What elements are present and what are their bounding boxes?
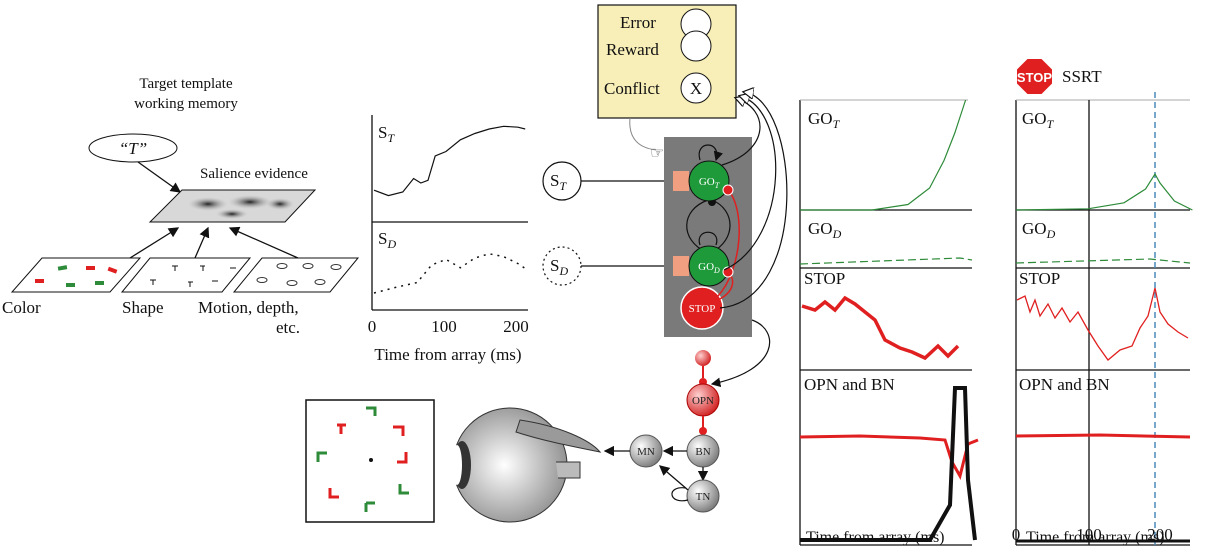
color-map [10, 257, 142, 293]
input-xtick-100: 100 [431, 317, 457, 336]
motion-arrow [228, 226, 299, 259]
map-label-color: Color [2, 298, 41, 317]
performance-monitor: Error Reward Conflict X [597, 4, 737, 119]
opn-bn-terminal [699, 427, 707, 435]
motion-map [232, 257, 360, 293]
stop-go-t-terminal [722, 184, 734, 196]
mn-label: MN [637, 446, 655, 458]
shape-arrow [194, 226, 210, 259]
map-label-motion: Motion, depth, [198, 298, 299, 317]
no-stop-go-d-label: GOD [808, 219, 842, 241]
opn-label: OPN [692, 395, 714, 407]
template-arrow [137, 161, 182, 193]
sd-trace-panel: SD [371, 222, 528, 311]
go-d-unit [688, 245, 730, 287]
no-stop-go-t-trace [800, 99, 967, 211]
no-stop-stop-label: STOP [804, 269, 845, 288]
monitor-reward-label: Reward [606, 40, 659, 59]
stop-to-monitor [719, 92, 788, 309]
no-stop-stop-trace [801, 295, 960, 361]
search-array-display [305, 399, 435, 523]
salience-blob [228, 195, 272, 209]
tn-to-mn-arrow [659, 465, 689, 491]
st-synapse [673, 171, 689, 191]
ssrt-label: SSRT [1062, 67, 1102, 86]
stop-xtick-100: 100 [1076, 525, 1102, 544]
go-d-to-monitor [723, 96, 777, 271]
sd-series-line [373, 253, 526, 294]
input-xlabel: Time from array (ms) [374, 345, 521, 364]
conflict-unit [680, 72, 712, 104]
eye-icon [452, 407, 602, 523]
tn-label: TN [696, 491, 711, 503]
input-xtick-0: 0 [368, 317, 377, 336]
color-arrow [129, 227, 180, 259]
no-stop-opn-bn-label: OPN and BN [804, 375, 895, 394]
go-d-self-loop [698, 231, 718, 246]
stop-stop-label: STOP [1019, 269, 1060, 288]
monitor-error-label: Error [620, 13, 656, 32]
stop-sign-text: STOP [1017, 70, 1052, 85]
salience-blob [266, 198, 294, 210]
stop-opn-bn-label: OPN and BN [1019, 375, 1110, 394]
template-ellipse [88, 133, 178, 163]
stop-xlabel: Time from array (ms) [1026, 529, 1165, 546]
shape-map [120, 257, 252, 293]
template-title-line1: Target template [139, 76, 233, 92]
salience-map [148, 189, 317, 223]
circuit-to-brainstem [710, 319, 771, 388]
salience-label: Salience evidence [200, 166, 308, 182]
map-label-etc: etc. [276, 318, 300, 337]
stop-go-t-trace [1015, 172, 1193, 211]
bn-label: BN [695, 446, 710, 458]
stop-go-d-label: GOD [1022, 219, 1056, 241]
monitor-output-line [629, 117, 657, 151]
stop-sign-icon: STOP [1015, 57, 1054, 96]
stop-go-d-trace [1015, 258, 1191, 264]
tn-unit [686, 479, 720, 513]
conflict-symbol: X [690, 79, 702, 98]
monitor-conflict-label: Conflict [604, 79, 660, 98]
stop-go-t-label: GOT [1022, 109, 1055, 131]
no-stop-go-t-label: GOT [808, 109, 841, 131]
salience-blob [188, 197, 228, 211]
template-value: “T” [119, 139, 147, 158]
template-title-line2: working memory [134, 96, 238, 112]
stop-xtick-0: 0 [1011, 525, 1021, 544]
sd-label: SD [378, 229, 396, 251]
input-xtick-200: 200 [503, 317, 529, 336]
map-label-shape: Shape [122, 298, 164, 317]
st-label: ST [378, 123, 395, 145]
tn-self-loop [671, 487, 689, 502]
salience-blob [216, 209, 248, 219]
no-stop-bn-trace [800, 386, 977, 542]
stop-opn-trace [1015, 433, 1191, 439]
go-t-unit-label: GOT [699, 176, 720, 190]
go-t-unit [688, 160, 730, 202]
go-t-self-loop [698, 144, 724, 162]
stop-xtick-200: 200 [1147, 525, 1173, 544]
brainstem-input-node [695, 350, 711, 366]
mutual-inhibition-left [686, 199, 709, 253]
stop-stop-trace [1016, 287, 1189, 361]
reward-unit [680, 30, 712, 62]
sd-synapse [673, 256, 689, 276]
st-trace-panel: ST [371, 115, 528, 223]
no-stop-go-d-trace [799, 257, 973, 265]
no-stop-xlabel: Time from array (ms) [806, 529, 945, 546]
st-series-line [373, 125, 526, 197]
pointing-hand-icon: ☞ [650, 145, 664, 162]
stop-unit-label: STOP [689, 303, 716, 315]
stop-inhibits-go-t [717, 189, 740, 297]
